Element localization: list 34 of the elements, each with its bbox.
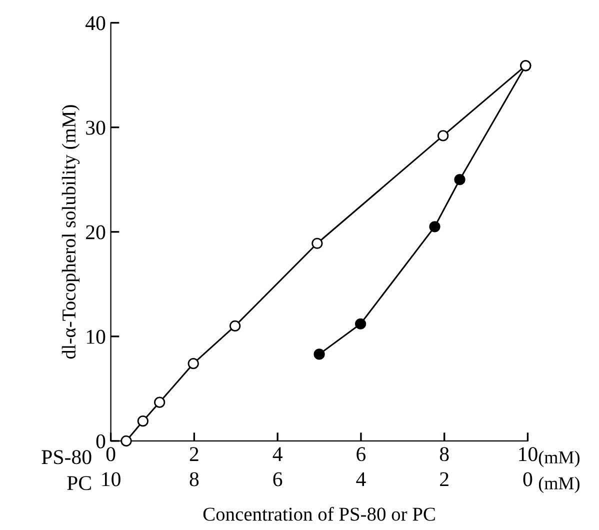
x2-tick-label: 10: [102, 472, 120, 486]
text: PC: [67, 476, 91, 490]
y-tick-label: 30: [86, 120, 106, 135]
point: [188, 358, 199, 370]
x-tick-label: 6: [356, 447, 366, 462]
x-tick-label: 8: [440, 447, 449, 462]
point: [438, 130, 449, 142]
y-tick-label: 20: [86, 225, 106, 240]
point: [120, 435, 132, 447]
point: [454, 174, 466, 186]
text: (mM): [538, 450, 580, 468]
x-tick-label: 4: [272, 447, 282, 461]
point: [314, 348, 325, 360]
x2-tick-label: 8: [190, 472, 199, 486]
point: [312, 238, 323, 249]
x2-tick-label: 6: [273, 472, 282, 486]
x2-tick-label: 4: [356, 472, 366, 486]
x2-tick-label: 0: [523, 472, 532, 486]
x-tick-label: 2: [190, 447, 198, 461]
point: [229, 320, 241, 332]
text: (mM): [538, 476, 580, 494]
y-tick-label: 40: [86, 16, 106, 30]
x-tick-label: 0: [106, 447, 116, 462]
point: [354, 318, 366, 330]
x-tick-label: 10: [519, 447, 538, 462]
x2-tick-label: 2: [440, 472, 448, 486]
y-tick-label: 0: [96, 434, 106, 448]
point: [137, 416, 148, 427]
y-axis-title: dl-α-Tocopherol solubility (mM): [62, 105, 80, 359]
point: [154, 396, 166, 408]
y-tick-label: 10: [86, 330, 106, 344]
text: PS-80: [42, 450, 92, 464]
x-axis-title: Concentration of PS-80 or PC: [203, 506, 435, 521]
point: [429, 221, 440, 232]
